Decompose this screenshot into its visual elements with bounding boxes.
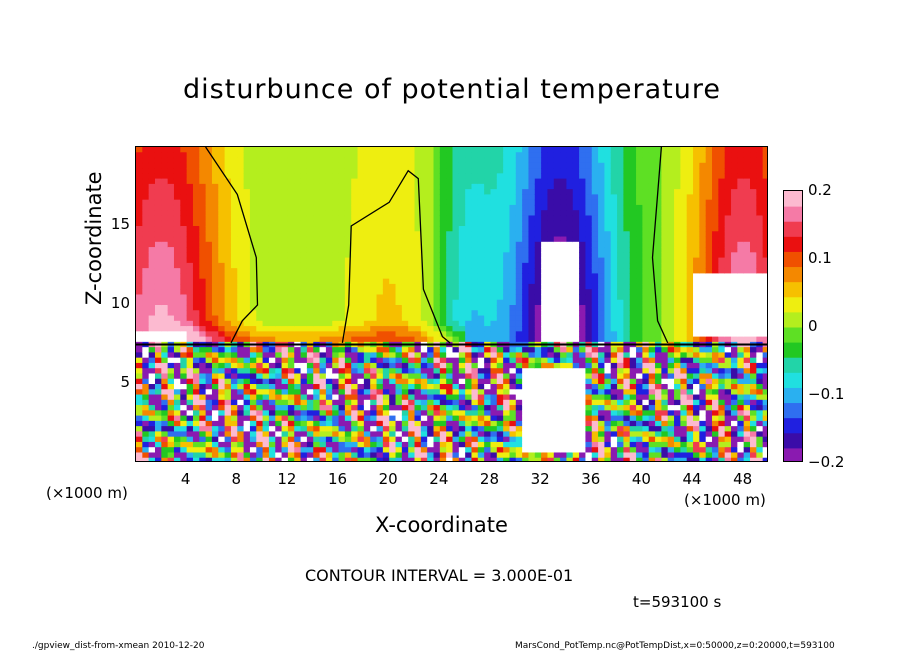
heatmap-field (136, 147, 767, 461)
x-tick-label: 16 (328, 470, 348, 488)
x-tick-label: 48 (733, 470, 753, 488)
x-tick-label: 44 (682, 470, 702, 488)
zero-contour-line (341, 169, 451, 344)
colorbar (783, 190, 803, 462)
colorbar-band (784, 251, 802, 268)
colorbar-band (784, 432, 802, 449)
colorbar-band (784, 387, 802, 404)
footer-left: ./gpview_dist-from-xmean 2010-12-20 (32, 641, 205, 651)
time-label: t=593100 s (633, 593, 722, 611)
colorbar-tick-label: 0.2 (808, 181, 832, 199)
colorbar-band (784, 357, 802, 373)
x-tick-label: 24 (429, 470, 449, 488)
x-tick-label: 8 (231, 470, 242, 488)
y-tick-label: 15 (110, 215, 130, 233)
colorbar-band (784, 402, 802, 419)
x-unit-label-right: (×1000 m) (684, 491, 766, 509)
colorbar-band (784, 447, 802, 461)
colorbar-band (784, 417, 802, 434)
contour-interval-label: CONTOUR INTERVAL = 3.000E-01 (305, 566, 574, 585)
colorbar-band (784, 221, 802, 237)
colorbar-band (784, 311, 802, 328)
colorbar-gradient (784, 191, 802, 461)
x-tick-label: 20 (378, 470, 398, 488)
x-tick-label: 12 (277, 470, 297, 488)
x-tick-label: 4 (180, 470, 191, 488)
x-tick-label: 40 (631, 470, 651, 488)
colorbar-band (784, 206, 802, 222)
colorbar-band (784, 236, 802, 252)
x-tick-label: 32 (530, 470, 550, 488)
y-axis-label: Z-coordinate (82, 171, 106, 305)
colorbar-tick-label: 0.1 (808, 249, 832, 267)
colorbar-band (784, 372, 802, 388)
colorbar-band (784, 327, 802, 343)
colorbar-tick-label: −0.1 (808, 385, 845, 403)
colorbar-band (784, 266, 802, 283)
footer-right: MarsCond_PotTemp.nc@PotTempDist,x=0:5000… (515, 641, 835, 651)
colorbar-band (784, 191, 802, 207)
x-tick-label: 36 (581, 470, 601, 488)
x-axis-label: X-coordinate (375, 513, 508, 537)
colorbar-band (784, 342, 802, 358)
zero-contour-line (651, 147, 669, 344)
zero-contour-line (205, 147, 259, 344)
colorbar-band (784, 296, 802, 313)
colorbar-tick-label: −0.2 (808, 453, 845, 471)
x-unit-label: (×1000 m) (46, 484, 128, 502)
chart-title: disturbunce of potential temperature (183, 74, 721, 105)
colorbar-tick-label: 0 (808, 317, 818, 335)
y-tick-label: 10 (110, 294, 130, 312)
x-tick-label: 28 (479, 470, 500, 488)
y-tick-label: 5 (120, 373, 130, 391)
colorbar-band (784, 281, 802, 298)
plot-area (135, 146, 768, 462)
